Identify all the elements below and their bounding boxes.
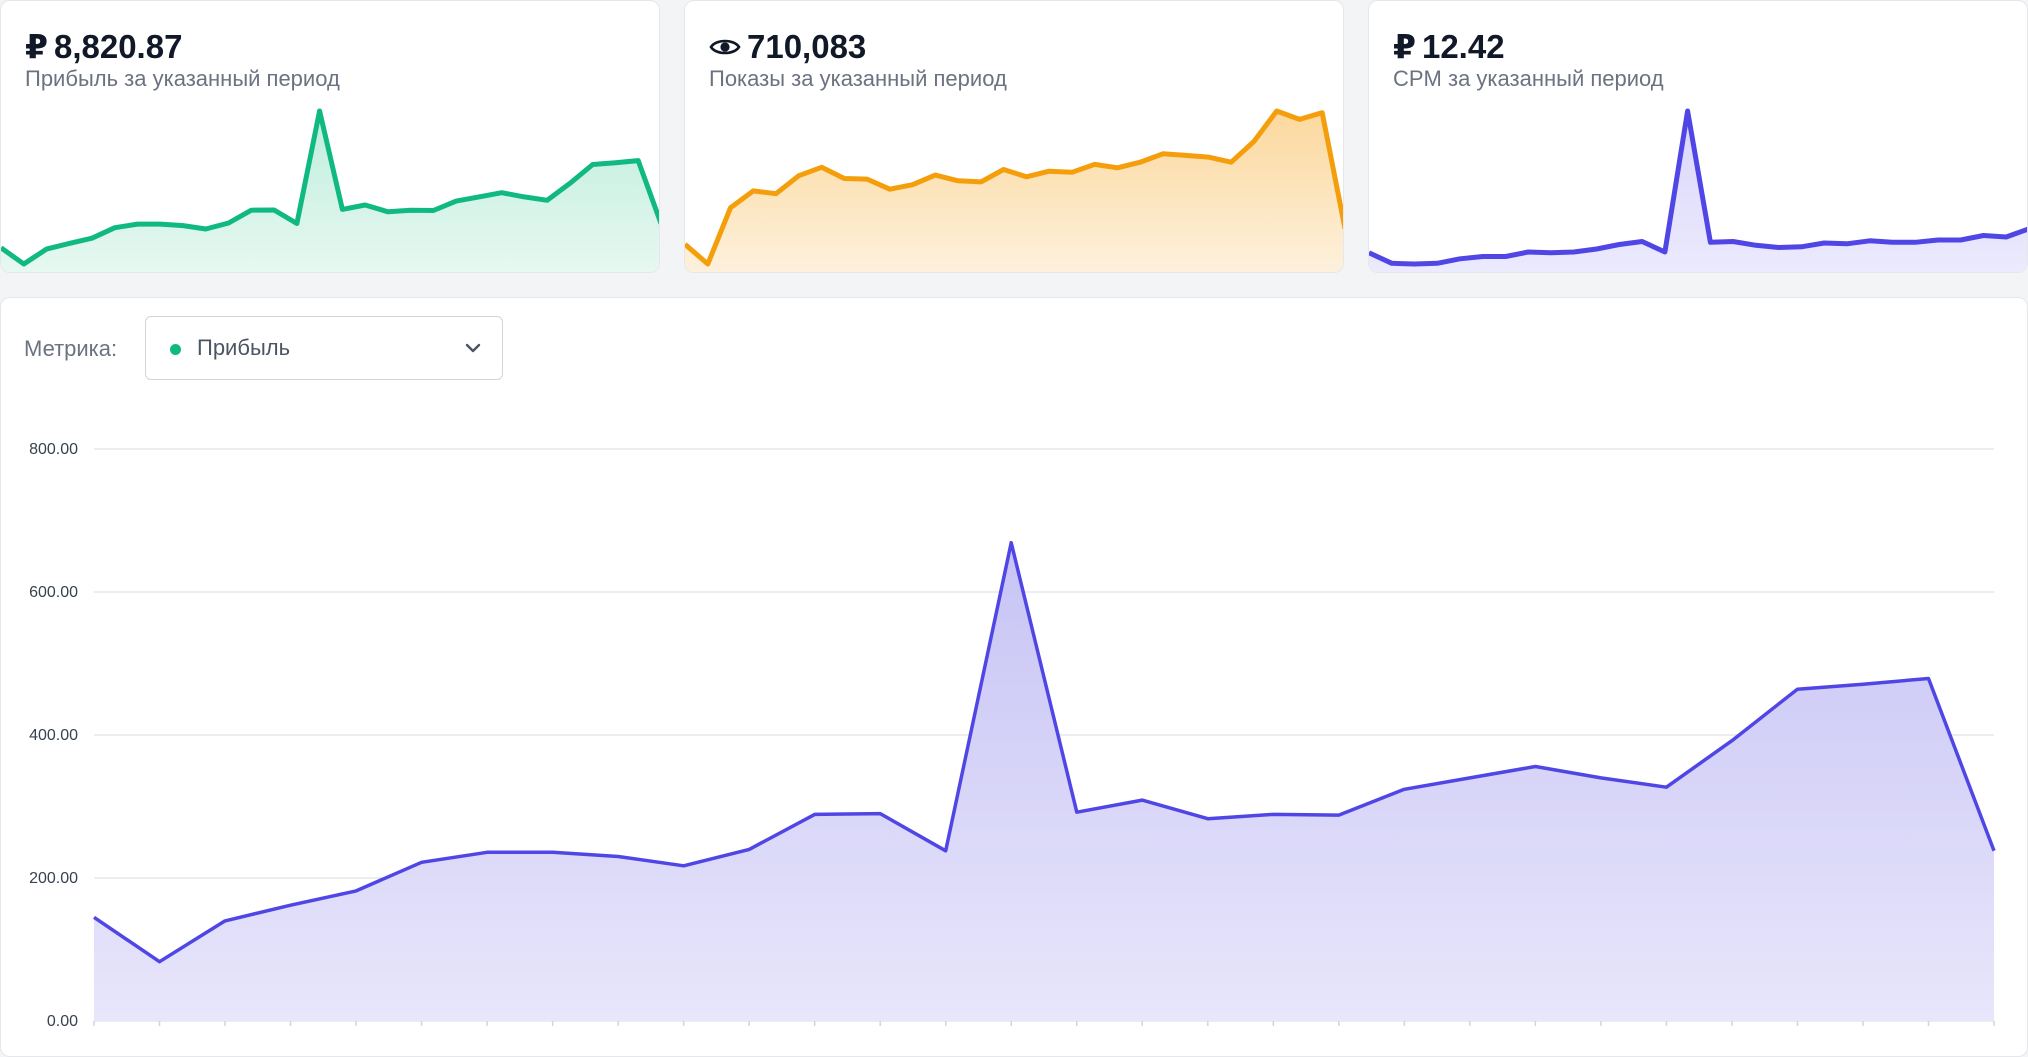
sparkline-area bbox=[685, 111, 1343, 272]
sparkline-area bbox=[1, 111, 659, 272]
cpm-sparkline bbox=[1369, 108, 2027, 272]
y-tick-label: 600.00 bbox=[29, 584, 78, 601]
metric-color-dot bbox=[170, 344, 181, 355]
data-point[interactable] bbox=[420, 860, 424, 864]
profit-value: ₽ 8,820.87 bbox=[25, 27, 182, 67]
data-point[interactable] bbox=[1468, 776, 1472, 780]
sparkline-line bbox=[685, 108, 1343, 267]
cpm-amount: 12.42 bbox=[1421, 28, 1505, 65]
impressions-value: 710,083 bbox=[709, 27, 866, 67]
main-area-chart: 0.00 200.00 400.00 600.00 800.00 bbox=[29, 441, 1996, 1026]
data-point[interactable] bbox=[1075, 810, 1079, 814]
data-point[interactable] bbox=[1533, 764, 1537, 768]
impressions-amount: 710,083 bbox=[747, 28, 867, 65]
kpi-card-impressions: 710,083 Показы за указанный период bbox=[684, 0, 1344, 273]
data-point[interactable] bbox=[1730, 739, 1734, 743]
data-point[interactable] bbox=[1206, 817, 1210, 821]
data-point[interactable] bbox=[1664, 785, 1668, 789]
sparkline-line bbox=[1, 108, 659, 267]
ruble-icon: ₽ bbox=[1393, 28, 1416, 65]
impressions-label: Показы за указанный период bbox=[709, 66, 1007, 91]
profit-label: Прибыль за указанный период bbox=[25, 66, 340, 91]
y-tick-label: 0.00 bbox=[47, 1013, 78, 1026]
data-point[interactable] bbox=[92, 915, 96, 919]
data-point[interactable] bbox=[1926, 677, 1930, 681]
ruble-icon: ₽ bbox=[25, 28, 48, 65]
data-point[interactable] bbox=[682, 864, 686, 868]
data-point[interactable] bbox=[1861, 682, 1865, 686]
data-point[interactable] bbox=[354, 889, 358, 893]
eye-icon bbox=[709, 39, 741, 55]
impressions-sparkline bbox=[685, 108, 1343, 272]
y-tick-label: 800.00 bbox=[29, 441, 78, 458]
sparkline-area bbox=[1369, 111, 2027, 272]
kpi-card-cpm: ₽ 12.42 CPM за указанный период bbox=[1368, 0, 2028, 273]
area-fill bbox=[94, 542, 1994, 1021]
data-point[interactable] bbox=[747, 847, 751, 851]
data-point[interactable] bbox=[551, 850, 555, 854]
y-tick-label: 400.00 bbox=[29, 727, 78, 744]
data-point[interactable] bbox=[1271, 812, 1275, 816]
data-point[interactable] bbox=[158, 960, 162, 964]
metric-select-value: Прибыль bbox=[197, 335, 291, 360]
data-point[interactable] bbox=[1337, 813, 1341, 817]
y-tick-label: 200.00 bbox=[29, 870, 78, 887]
data-point[interactable] bbox=[1140, 798, 1144, 802]
kpi-card-profit: ₽ 8,820.87 Прибыль за указанный период bbox=[0, 0, 660, 273]
cpm-label: CPM за указанный период bbox=[1393, 66, 1664, 91]
data-point[interactable] bbox=[944, 849, 948, 853]
metric-label: Метрика: bbox=[24, 336, 118, 361]
data-point[interactable] bbox=[289, 903, 293, 907]
data-point[interactable] bbox=[1992, 849, 1996, 853]
data-point[interactable] bbox=[1009, 541, 1013, 545]
data-point[interactable] bbox=[813, 812, 817, 816]
cpm-value: ₽ 12.42 bbox=[1393, 27, 1505, 67]
data-point[interactable] bbox=[1402, 787, 1406, 791]
data-point[interactable] bbox=[1795, 687, 1799, 691]
data-point[interactable] bbox=[1599, 776, 1603, 780]
data-point[interactable] bbox=[616, 855, 620, 859]
profit-amount: 8,820.87 bbox=[53, 28, 183, 65]
series-line bbox=[93, 540, 1996, 964]
sparkline-line bbox=[1369, 108, 2027, 267]
data-point[interactable] bbox=[878, 812, 882, 816]
profit-sparkline bbox=[1, 108, 659, 272]
metric-select[interactable]: Прибыль bbox=[145, 316, 503, 380]
chevron-down-icon bbox=[465, 343, 481, 353]
data-point[interactable] bbox=[485, 850, 489, 854]
data-point[interactable] bbox=[223, 919, 227, 923]
